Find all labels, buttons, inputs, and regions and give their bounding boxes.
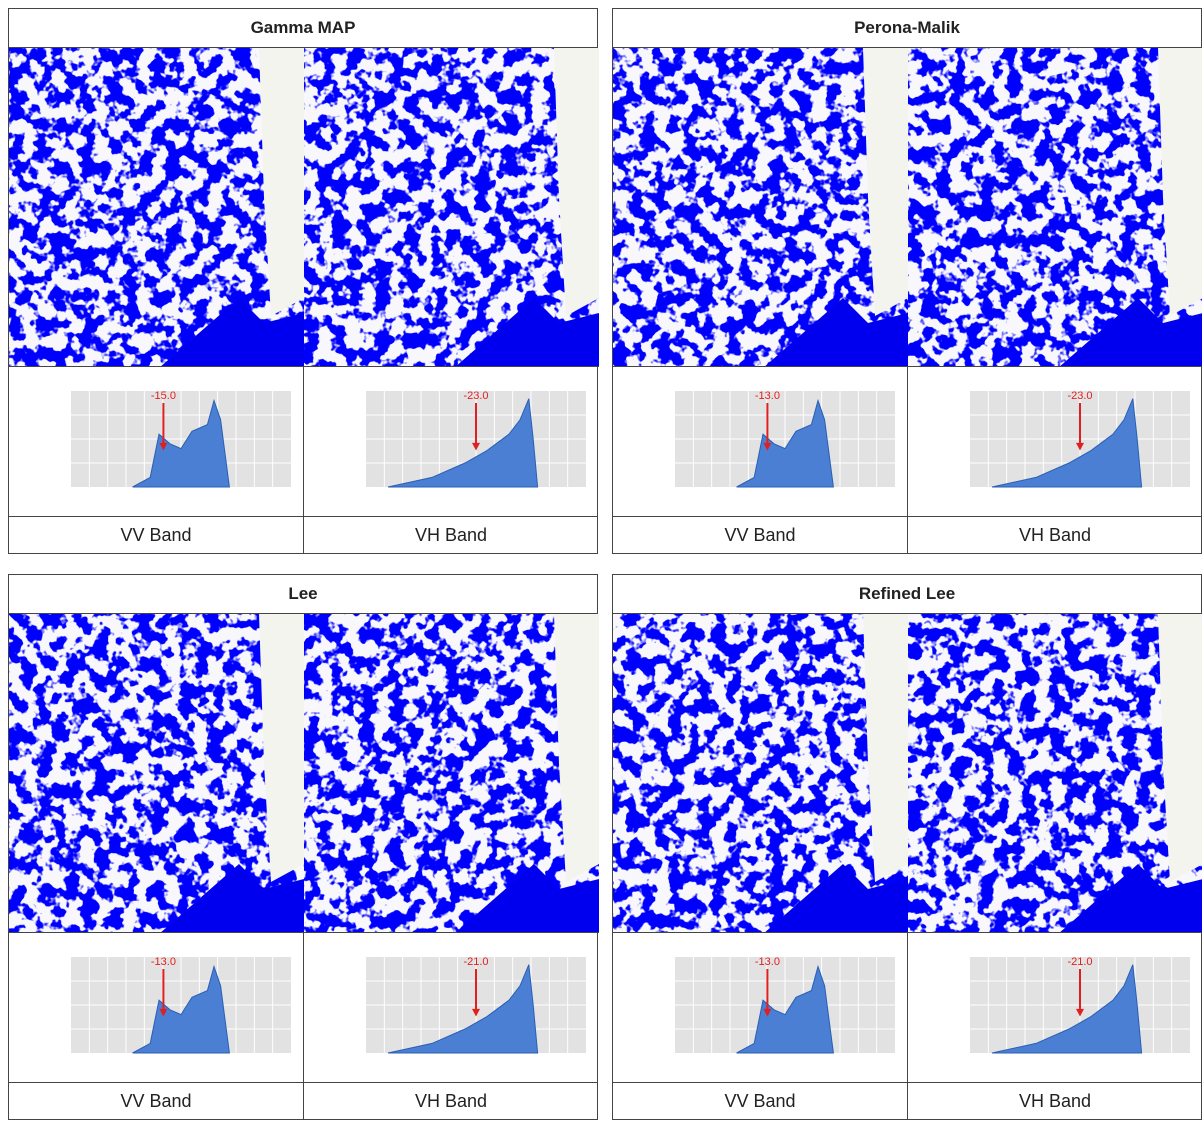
no-data: [554, 614, 599, 882]
band-label: VH Band: [304, 1082, 598, 1120]
threshold-label: -15.0: [151, 390, 176, 402]
band-label: VH Band: [908, 1082, 1202, 1120]
histogram-area: [991, 964, 1143, 1054]
arrow-head: [763, 1008, 772, 1017]
no-data: [554, 48, 599, 316]
dense-area: [1060, 298, 1202, 366]
arrow-head: [472, 1008, 480, 1017]
threshold-label: -13.0: [755, 956, 780, 968]
column: -13.0 VV Band: [613, 614, 908, 1120]
speckle: [613, 48, 908, 366]
threshold-label: -13.0: [755, 390, 780, 402]
panel: Refined Lee -13.0 VV Band -21.0 VH Band: [612, 574, 1202, 1120]
speckle: [613, 614, 908, 932]
speckle: [304, 48, 599, 366]
arrow-head: [159, 442, 168, 451]
band-label: VV Band: [613, 516, 907, 554]
threshold-label: -21.0: [1067, 956, 1092, 968]
histogram: -23.0: [304, 365, 599, 488]
histogram-area: [736, 964, 834, 1054]
map: [908, 48, 1202, 366]
threshold-label: -21.0: [463, 956, 488, 968]
panel: Gamma MAP -15.0 VV Band -23.0 VH Band: [8, 8, 599, 554]
threshold-label: -13.0: [151, 956, 176, 968]
columns: -15.0 VV Band -23.0 VH Band: [9, 48, 599, 554]
column: -13.0 VV Band: [9, 614, 304, 1120]
histogram-area: [132, 398, 230, 488]
histogram: -13.0: [9, 931, 304, 1054]
speckle: [9, 48, 304, 366]
histogram-area: [991, 398, 1143, 488]
map: [908, 614, 1202, 932]
dense-area: [765, 298, 908, 366]
map: [613, 48, 908, 366]
histogram-area: [387, 398, 539, 488]
threshold-label: -23.0: [463, 390, 488, 402]
threshold-label: -23.0: [1067, 390, 1092, 402]
panel: Perona-Malik -13.0 VV Band -23.0 VH Band: [612, 8, 1202, 554]
dense-area: [456, 864, 599, 932]
histogram: -15.0: [9, 365, 304, 488]
histogram-area: [132, 964, 230, 1054]
map: [304, 614, 599, 932]
histogram: -21.0: [908, 931, 1202, 1054]
no-data: [863, 48, 908, 316]
histogram-area: [387, 964, 539, 1054]
histogram: -13.0: [613, 365, 908, 488]
speckle: [908, 614, 1202, 932]
panel: Lee -13.0 VV Band -21.0 VH Band: [8, 574, 599, 1120]
dense-area: [161, 298, 304, 366]
no-data: [259, 614, 304, 882]
dense-area: [1060, 864, 1202, 932]
band-label: VV Band: [613, 1082, 907, 1120]
map: [304, 48, 599, 366]
no-data: [259, 48, 304, 316]
map: [9, 614, 304, 932]
column: -13.0 VV Band: [613, 48, 908, 554]
column: -21.0 VH Band: [908, 614, 1202, 1120]
columns: -13.0 VV Band -21.0 VH Band: [9, 614, 599, 1120]
band-label: VH Band: [908, 516, 1202, 554]
dense-area: [456, 298, 599, 366]
column: -23.0 VH Band: [304, 48, 599, 554]
speckle: [908, 48, 1202, 366]
dense-area: [765, 864, 908, 932]
columns: -13.0 VV Band -23.0 VH Band: [613, 48, 1202, 554]
column: -15.0 VV Band: [9, 48, 304, 554]
arrow-head: [1076, 1008, 1084, 1017]
arrow-head: [159, 1008, 168, 1017]
map: [9, 48, 304, 366]
band-label: VV Band: [9, 1082, 303, 1120]
panel-title: Lee: [9, 575, 597, 614]
band-label: VV Band: [9, 516, 303, 554]
band-label: VH Band: [304, 516, 598, 554]
speckle: [304, 614, 599, 932]
column: -23.0 VH Band: [908, 48, 1202, 554]
map: [613, 614, 908, 932]
arrow-head: [1076, 442, 1084, 451]
speckle: [9, 614, 304, 932]
histogram: -21.0: [304, 931, 599, 1054]
dense-area: [161, 864, 304, 932]
no-data: [863, 614, 908, 882]
no-data: [1158, 614, 1202, 882]
column: -21.0 VH Band: [304, 614, 599, 1120]
arrow-head: [763, 442, 772, 451]
panel-title: Gamma MAP: [9, 9, 597, 48]
histogram-area: [736, 398, 834, 488]
arrow-head: [472, 442, 480, 451]
histogram: -13.0: [613, 931, 908, 1054]
panel-title: Perona-Malik: [613, 9, 1201, 48]
no-data: [1158, 48, 1202, 316]
columns: -13.0 VV Band -21.0 VH Band: [613, 614, 1202, 1120]
panel-title: Refined Lee: [613, 575, 1201, 614]
histogram: -23.0: [908, 365, 1202, 488]
